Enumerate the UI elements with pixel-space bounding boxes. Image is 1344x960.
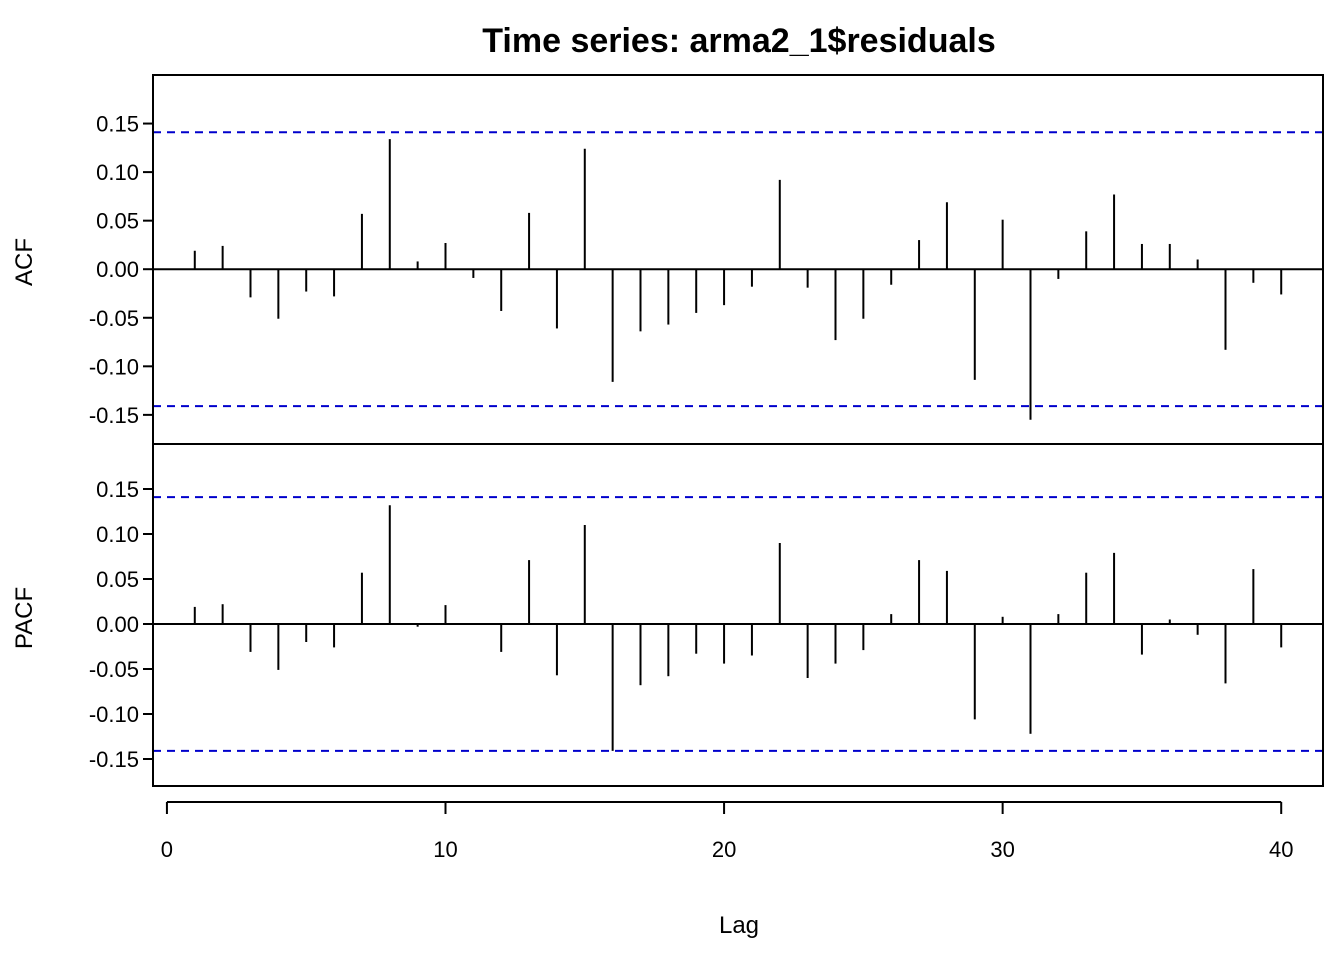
pacf-y-axis-label: PACF <box>11 587 38 649</box>
pacf-y-tick-label: 0.05 <box>96 567 139 592</box>
pacf-panel: 0.15 0.10 0.05 0.00 -0.05 -0.10 -0.15 PACF <box>11 443 1324 787</box>
pacf-y-tick-label: -0.10 <box>89 702 139 727</box>
pacf-plot-frame <box>152 443 1324 787</box>
x-axis-label: Lag <box>719 912 759 939</box>
x-tick-label: 20 <box>712 837 736 862</box>
x-tick-label: 40 <box>1269 837 1293 862</box>
acf-y-axis: 0.15 0.10 0.05 0.00 -0.05 -0.10 -0.15 <box>89 112 153 428</box>
pacf-y-tick-label: -0.05 <box>89 657 139 682</box>
acf-y-tick-label: 0.05 <box>96 209 139 234</box>
acf-y-tick-label: -0.05 <box>89 306 139 331</box>
x-tick-label: 10 <box>433 837 457 862</box>
acf-bars <box>193 139 1283 420</box>
acf-y-tick-label: 0.15 <box>96 112 139 137</box>
x-axis: 0 10 20 30 40 <box>161 801 1293 862</box>
acf-y-tick-label: -0.15 <box>89 403 139 428</box>
x-tick-label: 30 <box>990 837 1014 862</box>
pacf-y-tick-label: 0.10 <box>96 522 139 547</box>
acf-y-tick-label: 0.00 <box>96 257 139 282</box>
acf-panel: 0.15 0.10 0.05 0.00 -0.05 -0.10 -0.15 ACF <box>11 74 1324 445</box>
pacf-bars <box>193 505 1283 751</box>
pacf-y-axis: 0.15 0.10 0.05 0.00 -0.05 -0.10 -0.15 <box>89 477 153 772</box>
pacf-y-tick-label: -0.15 <box>89 747 139 772</box>
acf-y-axis-label: ACF <box>11 238 38 286</box>
chart-title: Time series: arma2_1$residuals <box>482 22 996 60</box>
acf-y-tick-label: -0.10 <box>89 354 139 379</box>
x-tick-label: 0 <box>161 837 173 862</box>
pacf-y-tick-label: 0.00 <box>96 612 139 637</box>
pacf-y-tick-label: 0.15 <box>96 477 139 502</box>
acf-plot-frame <box>152 74 1324 445</box>
acf-y-tick-label: 0.10 <box>96 160 139 185</box>
